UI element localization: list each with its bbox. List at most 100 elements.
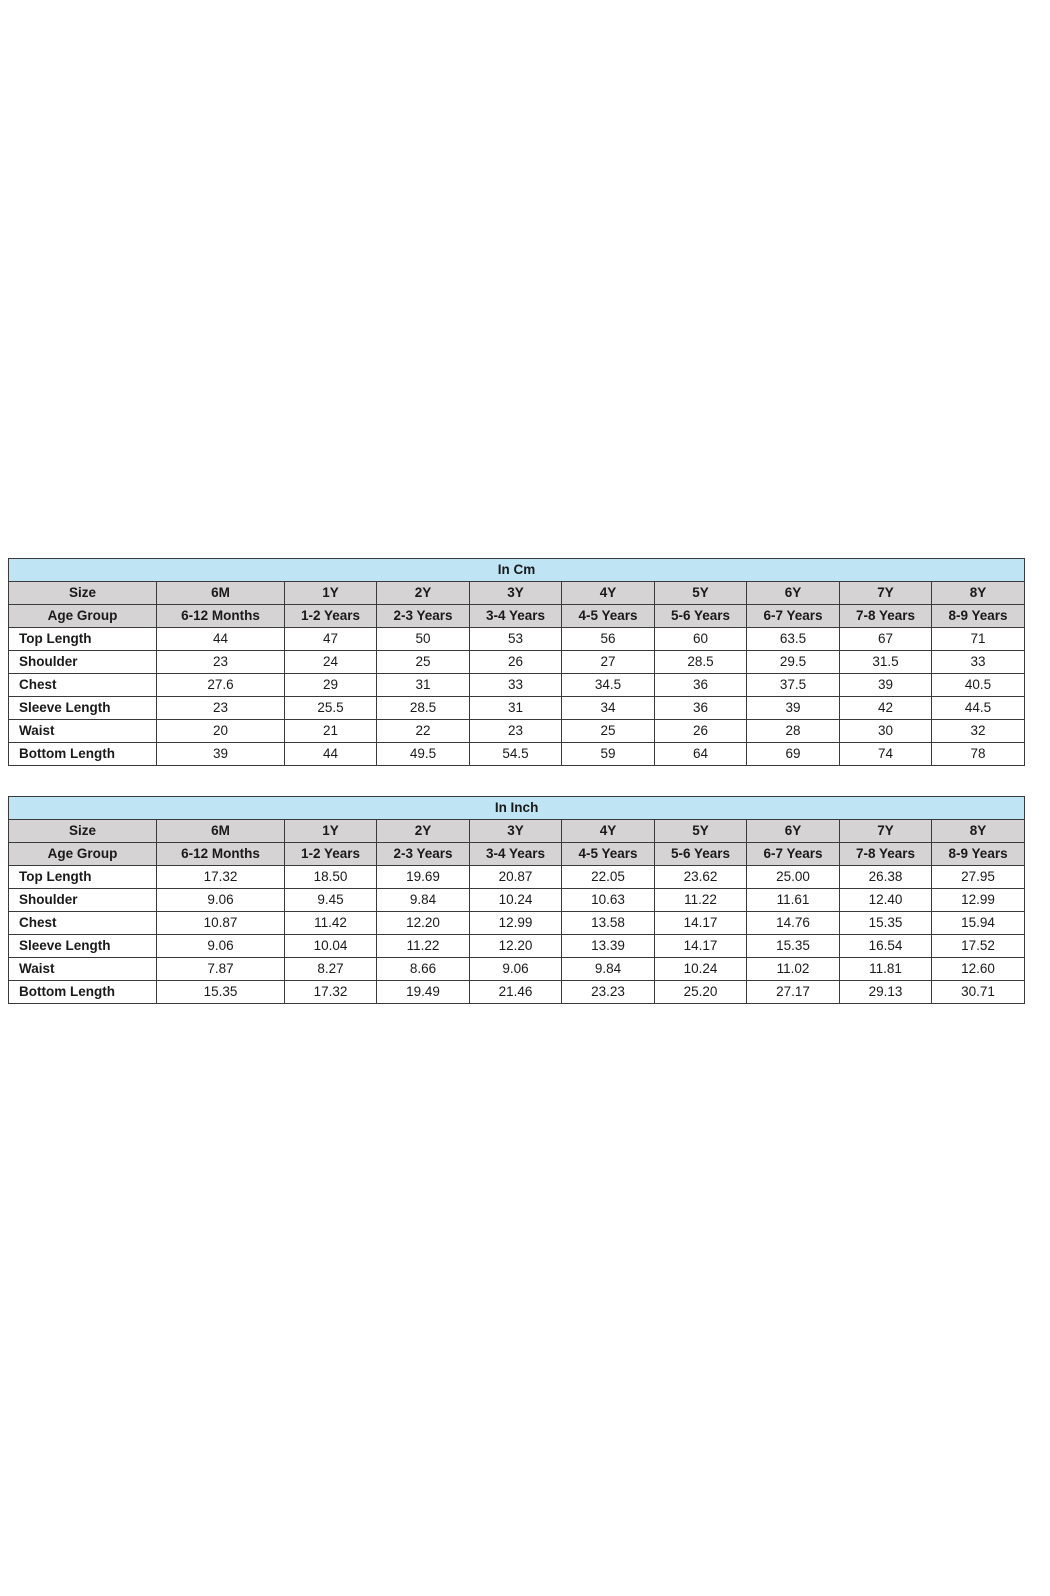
size-header-cell: 7Y: [839, 581, 932, 605]
size-header-cell: 2Y: [376, 581, 470, 605]
measurement-value: 27.6: [156, 673, 285, 697]
measurement-value: 40.5: [930, 673, 1026, 697]
size-header-cell: 1Y: [284, 581, 377, 605]
age-group-cell: 2-3 Years: [376, 842, 470, 866]
measurement-value: 31.5: [839, 650, 932, 674]
size-header-cell: 5Y: [654, 819, 747, 843]
measurement-value: 50: [376, 627, 470, 651]
measurement-label: Bottom Length: [8, 980, 157, 1004]
table-title: In Inch: [7, 796, 1026, 820]
age-group-cell: 7-8 Years: [839, 842, 932, 866]
table-row: Shoulder 9.06 9.45 9.84 10.24 10.63 11.22 11.61…: [8, 888, 1026, 912]
measurement-value: 14.76: [746, 911, 840, 935]
measurement-value: 10.24: [654, 957, 747, 981]
measurement-value: 17.32: [284, 980, 377, 1004]
age-group-cell: 8-9 Years: [930, 604, 1026, 628]
measurement-value: 10.63: [561, 888, 655, 912]
measurement-value: 53: [469, 627, 562, 651]
table-row: Top Length 17.32 18.50 19.69 20.87 22.05 23.62…: [8, 865, 1026, 889]
measurement-value: 22: [376, 719, 470, 743]
size-header-cell: 4Y: [561, 581, 655, 605]
measurement-value: 36: [654, 673, 747, 697]
measurement-value: 74: [839, 742, 932, 766]
size-header-cell: 5Y: [654, 581, 747, 605]
age-group-cell: 4-5 Years: [561, 604, 655, 628]
measurement-label: Shoulder: [8, 650, 157, 674]
measurement-value: 26.38: [839, 865, 932, 889]
measurement-value: 17.32: [156, 865, 285, 889]
table-row: Chest 27.6 29 31 33 34.5 36 37.5 39 40.5: [8, 673, 1026, 697]
measurement-label: Chest: [8, 911, 157, 935]
measurement-value: 27.17: [746, 980, 840, 1004]
measurement-value: 23.62: [654, 865, 747, 889]
measurement-value: 25: [376, 650, 470, 674]
measurement-label: Chest: [8, 673, 157, 697]
measurement-value: 9.84: [376, 888, 470, 912]
measurement-value: 25.5: [284, 696, 377, 720]
measurement-value: 67: [839, 627, 932, 651]
measurement-value: 9.06: [156, 888, 285, 912]
measurement-value: 28.5: [654, 650, 747, 674]
measurement-value: 44.5: [930, 696, 1026, 720]
measurement-value: 26: [469, 650, 562, 674]
measurement-value: 8.66: [376, 957, 470, 981]
measurement-value: 10.87: [156, 911, 285, 935]
table-title: In Cm: [7, 558, 1026, 582]
age-group-row: Age Group 6-12 Months 1-2 Years 2-3 Years 3-…: [8, 604, 1026, 628]
measurement-value: 7.87: [156, 957, 285, 981]
measurement-value: 60: [654, 627, 747, 651]
table-row: Sleeve Length 23 25.5 28.5 31 34 36 39 42 44.5: [8, 696, 1026, 720]
measurement-value: 33: [469, 673, 562, 697]
measurement-value: 56: [561, 627, 655, 651]
size-header-cell: 6M: [156, 819, 285, 843]
measurement-value: 33: [930, 650, 1026, 674]
measurement-value: 47: [284, 627, 377, 651]
measurement-value: 29: [284, 673, 377, 697]
age-group-cell: 6-7 Years: [746, 842, 840, 866]
measurement-value: 44: [284, 742, 377, 766]
measurement-value: 13.39: [561, 934, 655, 958]
measurement-value: 27.95: [930, 865, 1026, 889]
table-row: Sleeve Length 9.06 10.04 11.22 12.20 13.39 14.…: [8, 934, 1026, 958]
measurement-label: Top Length: [8, 627, 157, 651]
size-header-cell: 1Y: [284, 819, 377, 843]
age-group-cell: 2-3 Years: [376, 604, 470, 628]
age-group-cell: 3-4 Years: [469, 604, 562, 628]
measurement-value: 64: [654, 742, 747, 766]
age-group-cell: 3-4 Years: [469, 842, 562, 866]
measurement-value: 30.71: [930, 980, 1026, 1004]
measurement-label: Sleeve Length: [8, 696, 157, 720]
measurement-value: 78: [930, 742, 1026, 766]
size-header-cell: 2Y: [376, 819, 470, 843]
age-group-cell: 6-12 Months: [156, 842, 285, 866]
size-header-cell: 3Y: [469, 819, 562, 843]
measurement-value: 12.20: [376, 911, 470, 935]
size-header-cell: 7Y: [839, 819, 932, 843]
age-group-cell: 5-6 Years: [654, 842, 747, 866]
table-row: Chest 10.87 11.42 12.20 12.99 13.58 14.17 14.76…: [8, 911, 1026, 935]
table-row: Waist 20 21 22 23 25 26 28 30 32: [8, 719, 1026, 743]
measurement-value: 39: [839, 673, 932, 697]
measurement-value: 12.99: [469, 911, 562, 935]
measurement-value: 10.04: [284, 934, 377, 958]
measurement-value: 9.84: [561, 957, 655, 981]
measurement-value: 42: [839, 696, 932, 720]
age-group-cell: 7-8 Years: [839, 604, 932, 628]
measurement-value: 21: [284, 719, 377, 743]
measurement-value: 19.69: [376, 865, 470, 889]
size-header-cell: 8Y: [930, 581, 1026, 605]
measurement-value: 69: [746, 742, 840, 766]
measurement-value: 13.58: [561, 911, 655, 935]
measurement-label: Sleeve Length: [8, 934, 157, 958]
measurement-value: 29.13: [839, 980, 932, 1004]
measurement-value: 54.5: [469, 742, 562, 766]
measurement-label: Shoulder: [8, 888, 157, 912]
measurement-value: 12.99: [930, 888, 1026, 912]
measurement-value: 14.17: [654, 934, 747, 958]
measurement-value: 15.35: [156, 980, 285, 1004]
measurement-value: 39: [746, 696, 840, 720]
measurement-value: 11.02: [746, 957, 840, 981]
measurement-value: 25.00: [746, 865, 840, 889]
measurement-value: 28: [746, 719, 840, 743]
age-group-label: Age Group: [8, 842, 157, 866]
